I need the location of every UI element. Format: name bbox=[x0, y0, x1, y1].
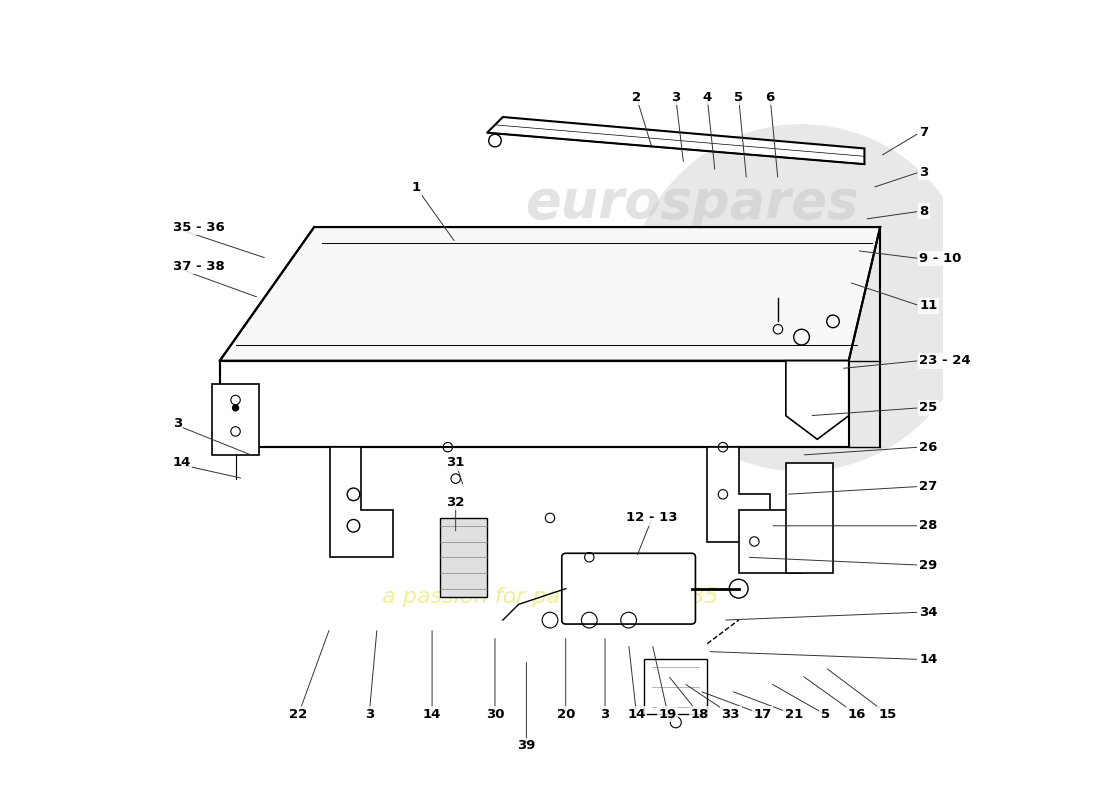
Text: 6: 6 bbox=[766, 91, 774, 104]
Text: 11: 11 bbox=[920, 299, 937, 312]
Text: 29: 29 bbox=[920, 558, 937, 571]
Text: 8: 8 bbox=[920, 205, 928, 218]
Text: 16: 16 bbox=[847, 708, 866, 721]
Text: 3: 3 bbox=[601, 708, 609, 721]
Text: 3: 3 bbox=[671, 91, 681, 104]
Text: 20: 20 bbox=[557, 708, 575, 721]
Text: 30: 30 bbox=[486, 708, 504, 721]
Text: 5: 5 bbox=[821, 708, 829, 721]
Polygon shape bbox=[785, 463, 833, 573]
Polygon shape bbox=[785, 361, 849, 439]
Text: 21: 21 bbox=[784, 708, 803, 721]
Text: 14: 14 bbox=[173, 456, 191, 470]
Text: 26: 26 bbox=[920, 441, 938, 454]
Text: 37 - 38: 37 - 38 bbox=[173, 260, 224, 273]
Polygon shape bbox=[707, 447, 770, 542]
Text: 31: 31 bbox=[447, 456, 465, 470]
Text: 34: 34 bbox=[920, 606, 938, 618]
Circle shape bbox=[628, 125, 975, 470]
Text: 5: 5 bbox=[734, 91, 744, 104]
Polygon shape bbox=[220, 361, 849, 447]
Text: 27: 27 bbox=[920, 480, 937, 493]
Text: 12 - 13: 12 - 13 bbox=[626, 511, 678, 525]
Circle shape bbox=[232, 405, 239, 411]
Polygon shape bbox=[739, 510, 802, 573]
Text: 14: 14 bbox=[920, 653, 938, 666]
Text: 18: 18 bbox=[690, 708, 708, 721]
Text: 17: 17 bbox=[754, 708, 771, 721]
Text: 39: 39 bbox=[517, 739, 536, 752]
Text: 22: 22 bbox=[289, 708, 308, 721]
FancyBboxPatch shape bbox=[562, 554, 695, 624]
Text: 23 - 24: 23 - 24 bbox=[920, 354, 971, 367]
Text: 3: 3 bbox=[364, 708, 374, 721]
Text: 14: 14 bbox=[627, 708, 646, 721]
Text: 32: 32 bbox=[447, 496, 465, 509]
Text: 35 - 36: 35 - 36 bbox=[173, 221, 224, 234]
Text: 33: 33 bbox=[722, 708, 740, 721]
Text: 4: 4 bbox=[703, 91, 712, 104]
Polygon shape bbox=[440, 518, 487, 597]
Text: 15: 15 bbox=[879, 708, 898, 721]
Text: 28: 28 bbox=[920, 519, 938, 532]
Polygon shape bbox=[487, 117, 865, 164]
Text: a passion for parts since 1985: a passion for parts since 1985 bbox=[382, 586, 718, 606]
Text: eurospares: eurospares bbox=[525, 178, 858, 230]
Text: 9 - 10: 9 - 10 bbox=[920, 252, 961, 265]
Polygon shape bbox=[330, 447, 393, 558]
Polygon shape bbox=[212, 384, 260, 455]
Text: 3: 3 bbox=[920, 166, 928, 178]
Text: 1: 1 bbox=[411, 182, 421, 194]
Text: 7: 7 bbox=[920, 126, 928, 139]
Text: 14: 14 bbox=[422, 708, 441, 721]
Polygon shape bbox=[220, 227, 880, 361]
Polygon shape bbox=[645, 659, 707, 714]
Text: 19: 19 bbox=[659, 708, 676, 721]
Text: 2: 2 bbox=[631, 91, 641, 104]
Text: 25: 25 bbox=[920, 402, 937, 414]
Text: 3: 3 bbox=[173, 417, 182, 430]
